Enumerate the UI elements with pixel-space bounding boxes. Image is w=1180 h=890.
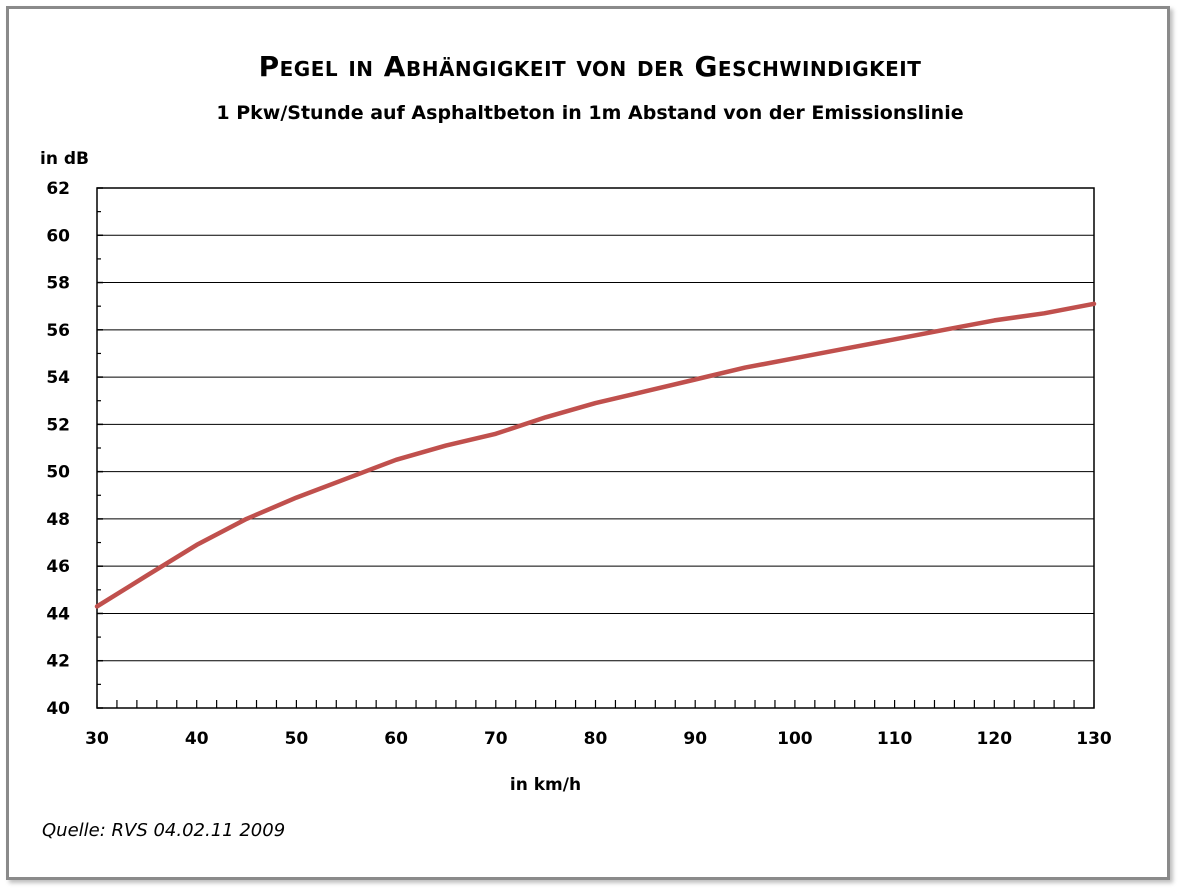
source-note: Quelle: RVS 04.02.11 2009 bbox=[42, 820, 286, 841]
y-tick-label: 40 bbox=[46, 699, 70, 719]
y-tick-label: 56 bbox=[46, 321, 70, 341]
chart-title: Pegel in Abhängigkeit von der Geschwindi… bbox=[258, 50, 922, 83]
x-tick-label: 130 bbox=[1076, 729, 1112, 749]
x-tick-label: 70 bbox=[484, 729, 508, 749]
x-tick-label: 30 bbox=[85, 729, 109, 749]
x-axis-ticks bbox=[96, 700, 1095, 708]
y-tick-label: 62 bbox=[46, 179, 70, 199]
y-tick-label: 46 bbox=[46, 557, 70, 577]
x-tick-label: 40 bbox=[185, 729, 209, 749]
y-tick-label: 54 bbox=[46, 368, 70, 388]
y-tick-label: 52 bbox=[46, 415, 70, 435]
chart-frame bbox=[6, 6, 1170, 880]
x-tick-label: 80 bbox=[584, 729, 608, 749]
x-tick-label: 120 bbox=[977, 729, 1013, 749]
y-tick-label: 44 bbox=[46, 604, 70, 624]
x-tick-label: 50 bbox=[285, 729, 309, 749]
chart-subtitle: 1 Pkw/Stunde auf Asphaltbeton in 1m Abst… bbox=[216, 102, 964, 124]
y-axis-label: in dB bbox=[40, 149, 89, 169]
y-tick-label: 60 bbox=[46, 226, 70, 246]
y-tick-label: 58 bbox=[46, 274, 70, 294]
x-tick-label: 100 bbox=[777, 729, 813, 749]
grid-lines bbox=[97, 234, 1094, 662]
y-axis-tick-labels: 40 42 44 46 48 50 52 54 56 58 60 62 bbox=[46, 179, 70, 719]
y-tick-label: 50 bbox=[46, 463, 70, 483]
y-axis-ticks bbox=[97, 187, 103, 709]
series-line-0 bbox=[94, 301, 1097, 609]
x-tick-label: 110 bbox=[877, 729, 913, 749]
x-tick-label: 60 bbox=[384, 729, 408, 749]
x-tick-label: 90 bbox=[683, 729, 707, 749]
y-tick-label: 42 bbox=[46, 652, 70, 672]
x-axis-label: in km/h bbox=[510, 775, 581, 795]
x-axis-tick-labels: 30 40 50 60 70 80 90 100 110 120 130 bbox=[85, 729, 1112, 749]
plot-area-border bbox=[96, 187, 1095, 709]
y-tick-label: 48 bbox=[46, 510, 70, 530]
series-group bbox=[94, 301, 1097, 609]
